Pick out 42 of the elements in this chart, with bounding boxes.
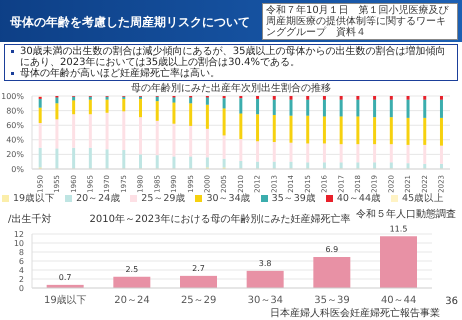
text: 36 xyxy=(445,296,458,307)
data-label: 2.5 xyxy=(125,264,138,274)
y-tick-label: 60% xyxy=(6,121,24,130)
legend-label: 20～24歳 xyxy=(76,193,120,204)
text: 30歳未満の出生数の割合は減少傾向にあるが、35歳以上の母体からの出生数の割合は増加傾向にあり、2023年においては35歳以上の割合は30.4%である。 xyxy=(20,46,446,68)
y-tick-label: 8 xyxy=(18,248,24,257)
chart-title: 母の年齢別にみた出産年次別出生割合の推移 xyxy=(131,83,331,94)
y-tick-label: 0% xyxy=(11,164,24,174)
y-tick-label: 4 xyxy=(18,266,24,275)
chart-title: 2010年～2023年における母の年齢別にみた妊産婦死亡率 xyxy=(90,214,350,225)
legend-label: 40～44歳 xyxy=(336,193,382,204)
x-tick-label: 40～44 xyxy=(380,295,416,306)
x-tick-label: 35～39 xyxy=(314,295,350,306)
y-tick-label: 100% xyxy=(1,92,24,101)
text: 母体の年齢を考慮した周産期リスクについて xyxy=(10,14,250,31)
data-label: 6.9 xyxy=(325,244,338,254)
text: 母体の年齢が高いほど妊産婦死亡率は高い。 xyxy=(20,68,220,79)
x-tick-label: 30～34 xyxy=(248,295,284,306)
legend-label: 45歳以上 xyxy=(402,193,444,204)
y-tick-label: 6 xyxy=(18,256,24,266)
y-tick-label: 10 xyxy=(14,238,24,248)
text: 日本産婦人科医会妊産婦死亡報告事業 xyxy=(270,306,440,320)
legend-label: 35～39歳 xyxy=(272,193,316,204)
data-label: 11.5 xyxy=(390,224,408,234)
y-tick-label: 20% xyxy=(6,150,24,160)
legend-label: 19歳以下 xyxy=(13,193,56,204)
x-tick-label: 25～29 xyxy=(180,295,216,306)
text: 令和５年人口動態調査 xyxy=(356,208,456,221)
y-axis-title: /出生千対 xyxy=(8,212,52,226)
y-tick-label: 80% xyxy=(6,106,24,116)
y-tick-label: 0 xyxy=(18,284,24,293)
data-label: 2.7 xyxy=(192,264,205,273)
text: 令和７年10月１日 第１回小児医療及び周産期医療の提供体制等に関するワーキンググループ 資料４ xyxy=(262,3,458,40)
legend-label: 30～34歳 xyxy=(206,193,251,204)
x-tick-label: 20～24 xyxy=(114,295,150,306)
data-label: 3.8 xyxy=(258,258,272,268)
y-tick-label: 12 xyxy=(14,230,24,239)
y-tick-label: 40% xyxy=(6,136,24,145)
x-tick-label: 19歳以下 xyxy=(44,294,87,306)
legend-label: 25～29歳 xyxy=(141,193,186,204)
y-tick-label: 2 xyxy=(18,274,24,284)
data-label: 0.7 xyxy=(58,272,72,282)
